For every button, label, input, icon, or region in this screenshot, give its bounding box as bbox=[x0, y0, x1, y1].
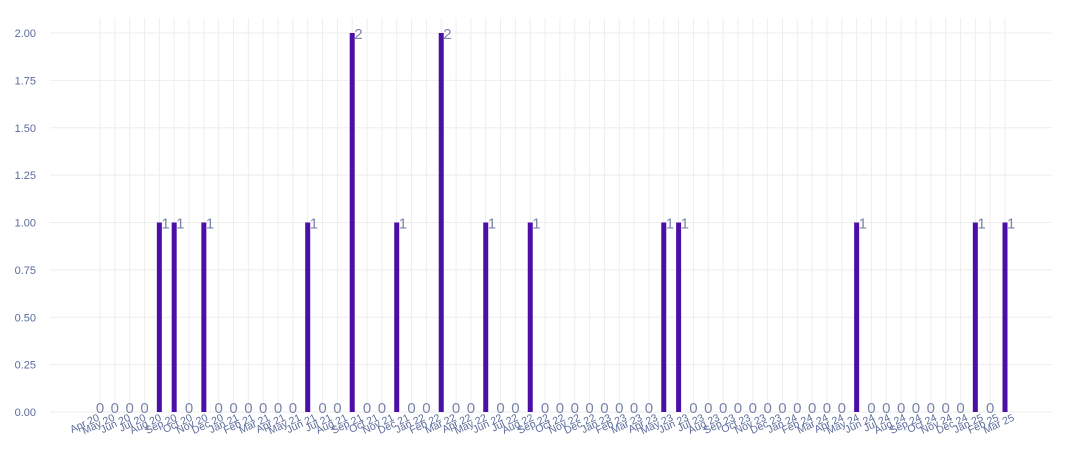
grid-layer bbox=[50, 18, 1052, 413]
data-label: 1 bbox=[1007, 216, 1015, 233]
data-label: 0 bbox=[571, 400, 579, 417]
data-label: 1 bbox=[666, 216, 674, 233]
data-label: 0 bbox=[585, 400, 593, 417]
data-label: 0 bbox=[318, 400, 326, 417]
data-label: 0 bbox=[452, 400, 460, 417]
y-tick-label: 0.00 bbox=[15, 407, 36, 419]
bar-layer bbox=[156, 33, 1008, 412]
data-label: 0 bbox=[229, 400, 237, 417]
y-axis-ticks: 0.00 0.25 0.50 0.75 1.00 1.25 1.50 1.75 2.00 bbox=[15, 28, 36, 419]
data-label: 1 bbox=[206, 216, 214, 233]
data-label: 0 bbox=[749, 400, 757, 417]
data-label: 0 bbox=[600, 400, 608, 417]
y-tick-label: 1.00 bbox=[15, 218, 36, 230]
data-label: 0 bbox=[941, 400, 949, 417]
data-label: 0 bbox=[140, 400, 148, 417]
bar bbox=[171, 222, 177, 412]
data-label: 0 bbox=[734, 400, 742, 417]
data-label: 1 bbox=[977, 216, 985, 233]
data-label: 0 bbox=[541, 400, 549, 417]
bar bbox=[305, 222, 311, 412]
data-label: 0 bbox=[689, 400, 697, 417]
data-label: 0 bbox=[467, 400, 475, 417]
data-label: 0 bbox=[422, 400, 430, 417]
data-label: 0 bbox=[126, 400, 134, 417]
data-label: 1 bbox=[399, 216, 407, 233]
data-label: 0 bbox=[185, 400, 193, 417]
bar bbox=[1002, 222, 1008, 412]
data-label: 0 bbox=[808, 400, 816, 417]
data-label: 1 bbox=[310, 216, 318, 233]
data-label: 0 bbox=[96, 400, 104, 417]
bar bbox=[156, 222, 162, 412]
data-label: 0 bbox=[630, 400, 638, 417]
data-label: 0 bbox=[407, 400, 415, 417]
y-tick-label: 0.50 bbox=[15, 312, 36, 324]
bar bbox=[527, 222, 533, 412]
data-label: 0 bbox=[511, 400, 519, 417]
data-label: 0 bbox=[556, 400, 564, 417]
data-label: 0 bbox=[882, 400, 890, 417]
bar bbox=[661, 222, 667, 412]
data-label: 0 bbox=[912, 400, 920, 417]
data-label: 0 bbox=[378, 400, 386, 417]
bar bbox=[676, 222, 682, 412]
data-label: 0 bbox=[956, 400, 964, 417]
y-tick-label: 0.25 bbox=[15, 360, 36, 372]
data-label: 0 bbox=[763, 400, 771, 417]
data-label: 0 bbox=[363, 400, 371, 417]
data-label: 0 bbox=[244, 400, 252, 417]
y-tick-label: 2.00 bbox=[15, 28, 36, 40]
data-label: 1 bbox=[681, 216, 689, 233]
bar bbox=[394, 222, 400, 412]
data-label: 0 bbox=[215, 400, 223, 417]
data-label: 0 bbox=[274, 400, 282, 417]
bar bbox=[349, 33, 355, 412]
data-label: 0 bbox=[704, 400, 712, 417]
data-label: 0 bbox=[111, 400, 119, 417]
data-label: 2 bbox=[354, 26, 362, 43]
data-label: 0 bbox=[838, 400, 846, 417]
bar bbox=[201, 222, 207, 412]
data-label: 0 bbox=[927, 400, 935, 417]
y-tick-label: 1.25 bbox=[15, 170, 36, 182]
data-label: 1 bbox=[161, 216, 169, 233]
data-label: 0 bbox=[823, 400, 831, 417]
y-tick-label: 1.75 bbox=[15, 75, 36, 87]
bar bbox=[972, 222, 978, 412]
data-label: 0 bbox=[259, 400, 267, 417]
data-label: 0 bbox=[289, 400, 297, 417]
bar bbox=[438, 33, 444, 412]
data-label: 0 bbox=[719, 400, 727, 417]
data-label: 1 bbox=[532, 216, 540, 233]
data-label: 0 bbox=[867, 400, 875, 417]
data-label: 1 bbox=[859, 216, 867, 233]
bar bbox=[854, 222, 860, 412]
data-label: 0 bbox=[645, 400, 653, 417]
data-label: 0 bbox=[897, 400, 905, 417]
y-tick-label: 0.75 bbox=[15, 265, 36, 277]
data-label: 0 bbox=[986, 400, 994, 417]
data-label: 0 bbox=[778, 400, 786, 417]
y-tick-label: 1.50 bbox=[15, 123, 36, 135]
data-label: 0 bbox=[496, 400, 504, 417]
data-label: 0 bbox=[615, 400, 623, 417]
bar bbox=[483, 222, 489, 412]
data-label: 0 bbox=[793, 400, 801, 417]
data-label: 0 bbox=[333, 400, 341, 417]
data-label: 2 bbox=[443, 26, 451, 43]
data-label: 1 bbox=[176, 216, 184, 233]
data-label: 1 bbox=[488, 216, 496, 233]
